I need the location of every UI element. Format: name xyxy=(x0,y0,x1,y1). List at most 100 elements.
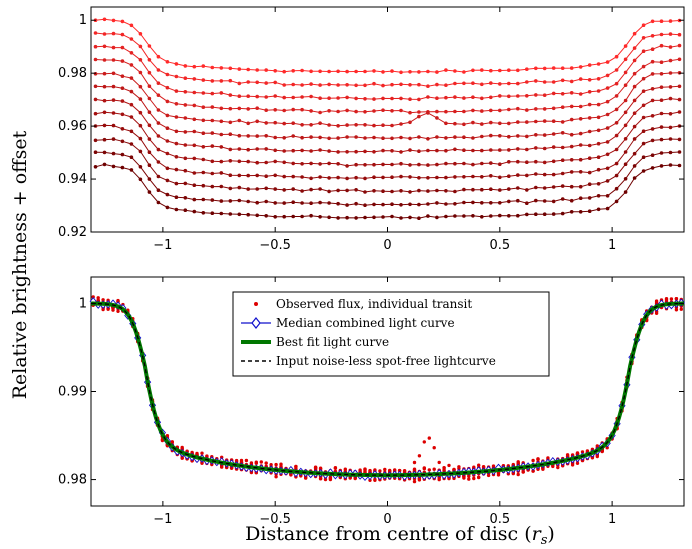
transit-6-point xyxy=(336,136,340,140)
transit-2-point xyxy=(120,32,125,37)
transit-5-point xyxy=(147,96,152,101)
transit-7-point xyxy=(390,149,394,153)
transit-8-point xyxy=(659,111,664,116)
transit-8-point xyxy=(623,137,628,141)
transit-2-point xyxy=(102,32,107,36)
legend-swatch-1 xyxy=(254,302,258,306)
observed-flux-point xyxy=(595,454,599,459)
transit-8-point xyxy=(138,123,143,128)
transit-10-point xyxy=(228,186,233,191)
transit-10-point xyxy=(426,189,430,193)
transit-10-point xyxy=(354,188,358,192)
observed-flux-point xyxy=(427,468,431,472)
transit-11-point xyxy=(399,203,403,207)
transit-7-point xyxy=(498,148,502,152)
observed-flux-point xyxy=(575,461,580,465)
legend-label-3: Best fit light curve xyxy=(276,335,389,349)
transit-1-point xyxy=(174,62,179,66)
transit-9-point xyxy=(165,166,170,171)
transit-1-point xyxy=(542,66,547,71)
transit-8-point xyxy=(390,162,394,167)
transit-4-point xyxy=(668,58,673,63)
transit-2-point xyxy=(668,32,673,36)
transit-3-point xyxy=(668,45,673,49)
observed-flux-point xyxy=(536,457,540,461)
transit-4-point xyxy=(363,110,367,114)
transit-2-point xyxy=(525,80,529,84)
transit-5-point xyxy=(300,123,304,127)
transit-11-point xyxy=(174,195,179,199)
transit-10-point xyxy=(147,163,152,167)
transit-12-point xyxy=(390,214,394,219)
transit-3-point xyxy=(435,96,439,100)
transit-9-point xyxy=(551,172,556,177)
transit-9-point xyxy=(228,173,233,177)
transit-7-point xyxy=(453,147,457,152)
transit-11-point xyxy=(542,199,547,203)
transit-12-point xyxy=(147,190,152,194)
transit-10-point xyxy=(300,189,304,193)
transit-11-point xyxy=(345,203,349,207)
transit-3-point xyxy=(453,95,457,99)
observed-flux-point xyxy=(432,467,436,471)
input-model-curve xyxy=(91,302,684,476)
transit-12-point xyxy=(354,216,358,220)
transit-2-point xyxy=(246,80,250,84)
transit-4-point xyxy=(435,109,439,114)
transit-6-point xyxy=(129,89,134,94)
observed-flux-point xyxy=(205,454,209,458)
transit-3-point xyxy=(462,96,466,100)
transit-12-point xyxy=(480,215,484,219)
transit-12-point xyxy=(237,212,242,217)
transit-9-point xyxy=(569,170,574,174)
transit-1-point xyxy=(426,69,430,74)
transit-7-point xyxy=(138,110,143,115)
transit-6-point xyxy=(399,135,403,140)
transit-10-point xyxy=(282,188,287,192)
observed-flux-point xyxy=(580,450,585,454)
transit-4-point xyxy=(246,107,250,111)
transit-3-point xyxy=(210,91,215,96)
transit-1-point xyxy=(309,69,313,74)
transit-4-point xyxy=(282,108,287,113)
transit-6-point xyxy=(147,110,152,114)
transit-1-point xyxy=(444,68,448,72)
transit-11-point xyxy=(309,201,313,205)
transit-3-point xyxy=(120,45,125,50)
transit-6-point xyxy=(372,135,376,140)
transit-1-point xyxy=(641,23,646,28)
transit-10-point xyxy=(471,187,475,192)
transit-12-point xyxy=(372,215,376,220)
transit-1-point xyxy=(659,19,664,24)
transit-10-point xyxy=(444,189,448,193)
transit-10-point xyxy=(120,139,125,144)
observed-flux-point xyxy=(437,460,441,465)
transit-10-point xyxy=(453,189,457,194)
transit-4-point xyxy=(480,109,484,113)
transit-6-point xyxy=(587,129,592,134)
transit-1-point xyxy=(399,70,403,75)
transit-5-point xyxy=(246,121,250,126)
transit-12-point xyxy=(345,215,349,220)
transit-11-point xyxy=(417,202,421,207)
transit-11-point xyxy=(453,202,457,206)
transit-8-point xyxy=(156,147,161,152)
transit-2-point xyxy=(219,79,224,83)
transit-9-point xyxy=(363,176,367,181)
transit-3-point xyxy=(300,95,304,99)
transit-7-point xyxy=(156,134,161,138)
top-y-tick-label: 1 xyxy=(79,13,87,28)
transit-1-point xyxy=(587,63,592,67)
transit-7-point xyxy=(551,145,556,149)
transit-8-point xyxy=(435,162,439,167)
transit-2-point xyxy=(489,81,493,85)
transit-7-point xyxy=(264,147,269,151)
transit-7-point xyxy=(623,123,628,128)
transit-11-point xyxy=(444,202,448,206)
transit-9-point xyxy=(453,175,457,179)
observed-flux-point xyxy=(91,295,95,299)
transit-3-point xyxy=(390,96,394,101)
transit-7-point xyxy=(354,149,358,154)
observed-flux-point xyxy=(556,465,560,470)
transit-2-point xyxy=(255,80,259,85)
